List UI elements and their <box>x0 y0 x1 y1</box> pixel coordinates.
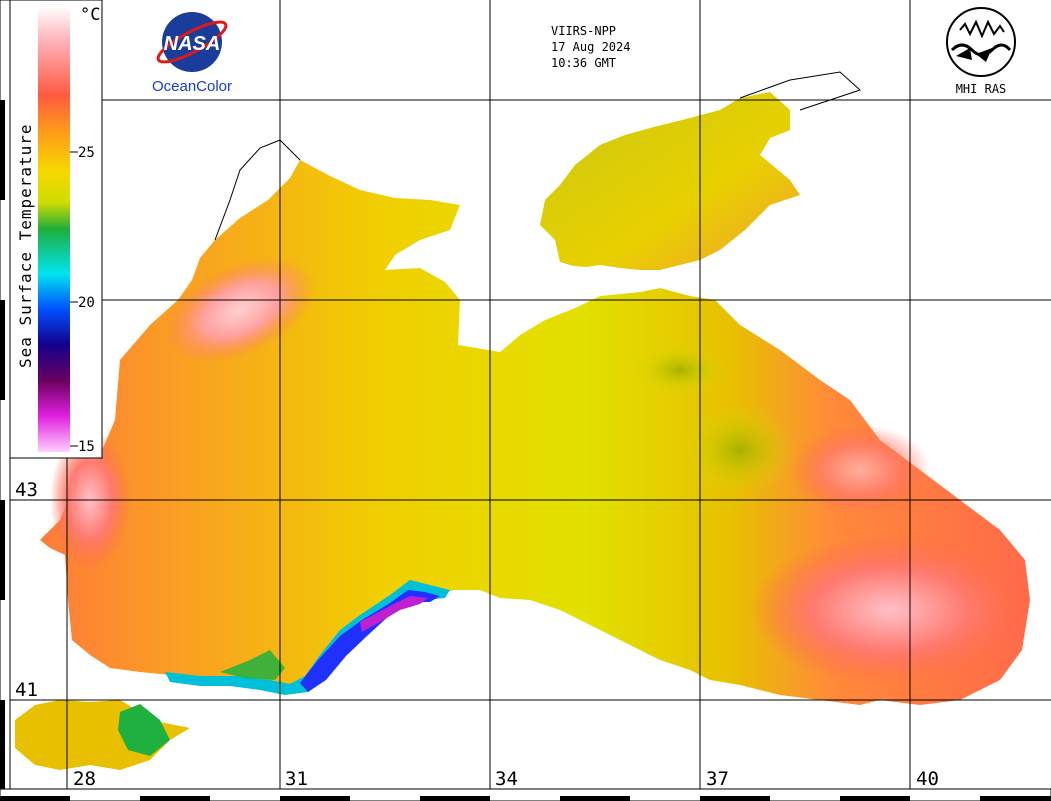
coastline-northeast <box>739 71 861 111</box>
satellite-name: VIIRS-NPP <box>551 24 616 38</box>
lon-label-31: 31 <box>285 768 308 790</box>
colorbar-tick-15: 15 <box>78 439 95 455</box>
oceancolor-caption: OceanColor <box>152 78 232 95</box>
warm-patch-west <box>165 257 315 363</box>
cool-patch-center <box>685 405 795 495</box>
colorbar-unit: °C <box>80 5 100 25</box>
nasa-logo: NASA OceanColor <box>152 12 232 95</box>
sea-of-azov <box>540 92 800 270</box>
colorbar-tick-25: 25 <box>78 145 95 161</box>
nasa-emblem-text: NASA <box>164 33 221 55</box>
marmara-green <box>118 704 170 756</box>
acquisition-date: 17 Aug 2024 <box>551 40 630 54</box>
lat-label-41: 41 <box>15 679 38 701</box>
colorbar-scale <box>38 6 70 452</box>
cold-core-band <box>300 590 440 692</box>
bottom-scale-ruler <box>0 788 1051 801</box>
lon-label-28: 28 <box>73 768 96 790</box>
coastline-northwest <box>214 139 301 241</box>
image-header: VIIRS-NPP 17 Aug 2024 10:36 GMT <box>551 24 630 70</box>
crimea-land <box>460 258 690 352</box>
green-fringe <box>220 650 285 680</box>
colorbar-title: Sea Surface Temperature <box>16 123 35 368</box>
cool-patch-north <box>635 345 725 395</box>
acquisition-time: 10:36 GMT <box>551 56 616 70</box>
warm-patch-northeast <box>790 425 930 515</box>
lat-label-43: 43 <box>15 479 38 501</box>
mhi-ras-caption: MHI RAS <box>956 82 1007 96</box>
left-scale-ruler <box>0 0 11 790</box>
cold-core-purple <box>360 596 428 632</box>
longitude-labels: 28 31 34 37 40 <box>73 768 939 790</box>
lon-label-37: 37 <box>706 768 729 790</box>
latitude-labels: 43 41 <box>15 479 38 701</box>
colorbar-tick-20: 20 <box>78 295 95 311</box>
warm-patch-east <box>750 535 1030 685</box>
colorbar-panel: 25 20 15 °C Sea Surface Temperature <box>9 0 103 459</box>
lon-label-34: 34 <box>495 768 518 790</box>
cold-upwelling-band <box>165 580 450 695</box>
lon-label-40: 40 <box>916 768 939 790</box>
mhi-ras-logo: MHI RAS <box>946 7 1016 96</box>
